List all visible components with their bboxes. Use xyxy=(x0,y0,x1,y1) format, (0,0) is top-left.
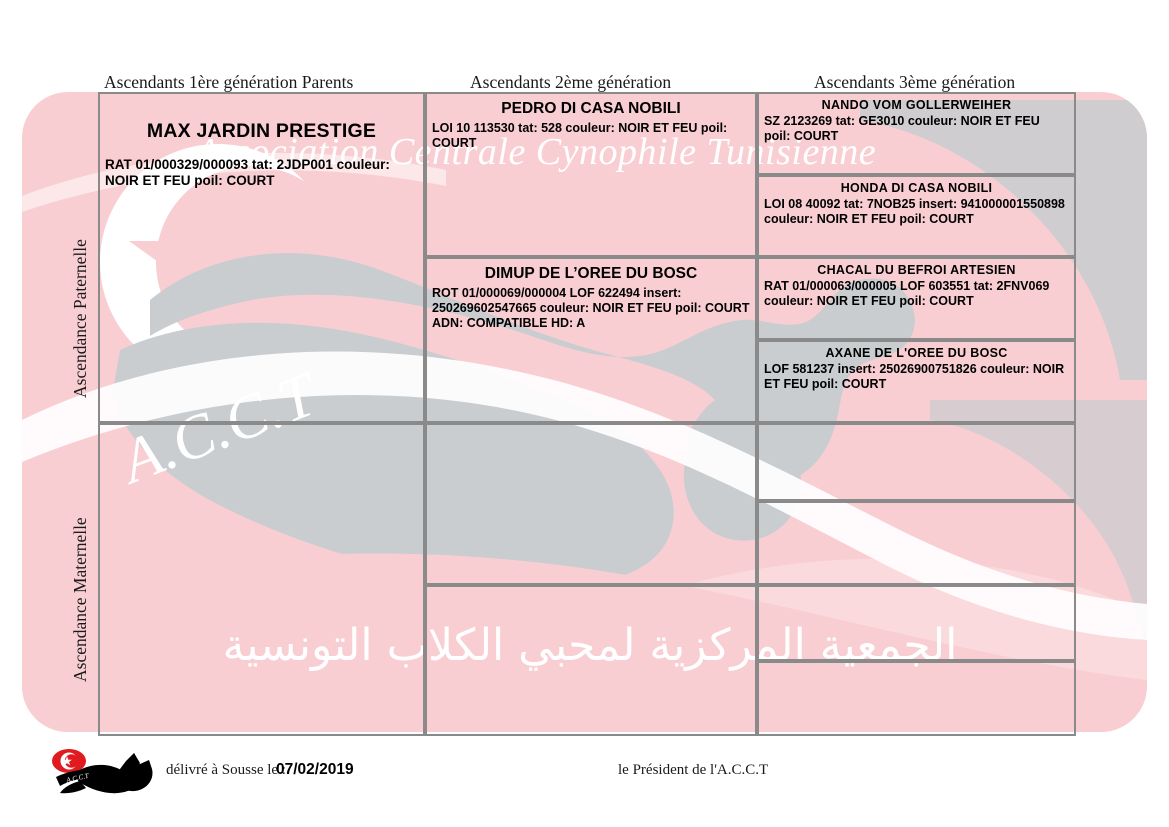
pedigree-cell-gen3-7[interactable] xyxy=(757,585,1076,661)
generation-3-header: Ascendants 3ème génération xyxy=(814,72,1016,92)
dog-name: CHACAL DU BEFROI ARTESIEN xyxy=(817,263,1016,277)
pedigree-grid: MAX JARDIN PRESTIGE RAT 01/000329/000093… xyxy=(98,92,1076,736)
pedigree-cell-gen1-sire[interactable]: MAX JARDIN PRESTIGE RAT 01/000329/000093… xyxy=(98,92,425,423)
dog-name: NANDO VOM GOLLERWEIHER xyxy=(821,98,1012,112)
delivery-date: 07/02/2019 xyxy=(276,761,354,778)
pedigree-cell-gen3-3[interactable]: CHACAL DU BEFROI ARTESIEN RAT 01/000063/… xyxy=(757,257,1076,340)
pedigree-cell-gen3-1[interactable]: NANDO VOM GOLLERWEIHER SZ 2123269 tat: G… xyxy=(757,92,1076,175)
dog-details: LOI 10 113530 tat: 528 couleur: NOIR ET … xyxy=(432,121,728,151)
pedigree-cell-gen3-4[interactable]: AXANE DE L'OREE DU BOSC LOF 581237 inser… xyxy=(757,340,1076,423)
dog-details: RAT 01/000063/000005 LOF 603551 tat: 2FN… xyxy=(764,279,1050,308)
dog-details: LOI 08 40092 tat: 7NOB25 insert: 9410000… xyxy=(764,197,1065,226)
generation-1-header: Ascendants 1ère génération Parents xyxy=(104,72,354,92)
pedigree-cell-gen3-6[interactable] xyxy=(757,501,1076,585)
dog-name: HONDA DI CASA NOBILI xyxy=(840,181,993,195)
footer: A.C.C.T délivré à Sousse le : 07/02/2019… xyxy=(0,742,1169,827)
generation-2-header: Ascendants 2ème génération xyxy=(470,72,672,92)
dog-details: ROT 01/000069/000004 LOF 622494 insert: … xyxy=(432,286,750,330)
maternal-ancestry-label: Ascendance Maternelle xyxy=(70,517,90,682)
dog-name: MAX JARDIN PRESTIGE xyxy=(146,120,377,142)
dog-details: LOF 581237 insert: 25026900751826 couleu… xyxy=(764,362,1065,391)
acct-logo-icon: A.C.C.T xyxy=(52,749,153,794)
pedigree-cell-gen2-3[interactable] xyxy=(425,423,757,585)
dog-details: SZ 2123269 tat: GE3010 couleur: NOIR ET … xyxy=(764,114,1040,143)
dog-details: RAT 01/000329/000093 tat: 2JDP001 couleu… xyxy=(105,156,390,188)
paternal-ancestry-label: Ascendance Paternelle xyxy=(70,239,90,398)
pedigree-cell-gen2-1[interactable]: PEDRO DI CASA NOBILI LOI 10 113530 tat: … xyxy=(425,92,757,257)
president-label: le Président de l'A.C.C.T xyxy=(618,762,769,778)
pedigree-cell-gen3-2[interactable]: HONDA DI CASA NOBILI LOI 08 40092 tat: 7… xyxy=(757,175,1076,257)
delivered-label: délivré à Sousse le : xyxy=(166,762,286,778)
pedigree-cell-gen2-2[interactable]: DIMUP DE L’OREE DU BOSC ROT 01/000069/00… xyxy=(425,257,757,423)
pedigree-cell-gen3-8[interactable] xyxy=(757,661,1076,736)
pedigree-cell-gen1-dam[interactable] xyxy=(98,423,425,736)
dog-name: PEDRO DI CASA NOBILI xyxy=(501,100,681,117)
pedigree-cell-gen2-4[interactable] xyxy=(425,585,757,736)
dog-name: DIMUP DE L’OREE DU BOSC xyxy=(484,265,698,282)
pedigree-cell-gen3-5[interactable] xyxy=(757,423,1076,501)
dog-name: AXANE DE L'OREE DU BOSC xyxy=(825,346,1008,360)
